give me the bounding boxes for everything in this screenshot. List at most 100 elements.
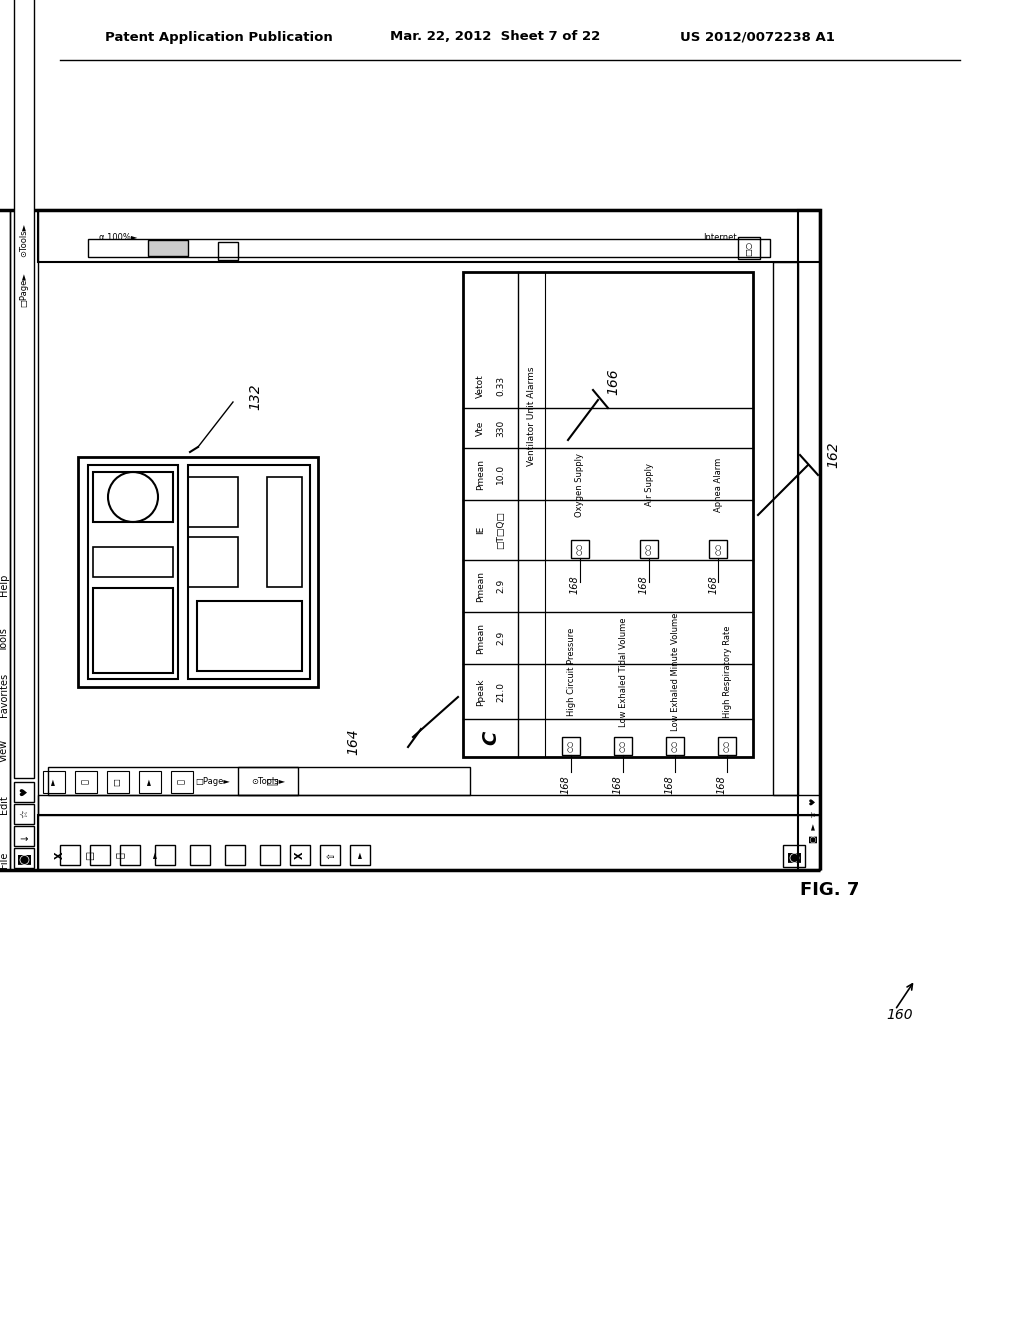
Text: C: C [481,731,500,744]
Bar [48,767,470,795]
Text: Tools: Tools [0,628,9,652]
Bar [43,771,65,793]
Text: Oxygen Supply: Oxygen Supply [575,453,584,517]
Bar [798,210,820,870]
Bar [14,804,34,824]
Bar [260,845,280,865]
Text: ⌖: ⌖ [176,780,185,784]
Text: 330: 330 [496,420,505,437]
Text: α 100%►: α 100%► [98,232,137,242]
Text: ►: ► [144,779,154,785]
Bar [267,477,302,587]
Text: Ventilator Unit Alarms: Ventilator Unit Alarms [527,366,537,466]
Bar [78,457,318,686]
Bar [171,771,193,793]
Bar [106,771,129,793]
Text: ►: ► [48,779,57,785]
Text: Edit: Edit [0,796,9,814]
Text: 168: 168 [569,576,580,594]
Bar [773,261,798,795]
Text: ⊙Tools►: ⊙Tools► [251,776,285,785]
Text: ⎙: ⎙ [266,777,280,785]
Bar [188,477,238,527]
Bar [562,737,580,755]
Text: 168: 168 [613,776,623,795]
Text: Pmean: Pmean [476,458,485,490]
Text: 168: 168 [561,776,571,795]
Text: 21.0: 21.0 [496,682,505,702]
Text: ◙  ►  ☆  ♥: ◙ ► ☆ ♥ [809,797,818,842]
Text: ○○: ○○ [577,543,583,556]
Text: US 2012/0072238 A1: US 2012/0072238 A1 [680,30,835,44]
Text: FIG. 7: FIG. 7 [801,880,860,899]
Text: ►: ► [355,851,365,858]
Text: 2.9: 2.9 [496,631,505,645]
Text: Pmean: Pmean [476,623,485,653]
Text: X: X [55,851,65,859]
Text: 164: 164 [346,729,360,755]
Bar [93,473,173,521]
Text: Pmean: Pmean [476,570,485,602]
Text: ⎙: ⎙ [81,780,89,784]
Text: □Page►: □Page► [196,776,230,785]
Bar [614,737,632,755]
Text: 160: 160 [887,1008,913,1022]
Text: 10.0: 10.0 [496,463,505,484]
Text: 168: 168 [709,576,718,594]
Bar [88,239,770,257]
Bar [666,737,684,755]
Text: ○○: ○○ [724,741,730,752]
Bar [197,601,302,671]
Bar [14,781,34,803]
Bar [14,826,34,846]
Bar [60,845,80,865]
Text: Ppeak: Ppeak [476,678,485,706]
Text: 168: 168 [639,576,649,594]
Bar [718,737,736,755]
Text: Vetot: Vetot [476,374,485,397]
Text: ⌕: ⌕ [115,853,125,858]
Bar [120,845,140,865]
Text: ○○: ○○ [672,741,678,752]
Text: Patent Application Publication: Patent Application Publication [105,30,333,44]
Text: Apnea Alarm: Apnea Alarm [714,458,723,512]
Text: 168: 168 [717,776,727,795]
Text: ►: ► [151,851,160,858]
Bar [93,546,173,577]
Text: ☆: ☆ [19,809,29,818]
Bar [139,771,161,793]
Text: ♥: ♥ [19,788,29,796]
Bar [90,845,110,865]
Text: □○: □○ [744,240,754,256]
Bar [0,210,10,870]
Text: ◙: ◙ [787,850,801,862]
Bar [225,845,245,865]
Text: 132: 132 [248,384,262,411]
Text: ○○: ○○ [620,741,626,752]
Text: Low Exhaled Tidal Volume: Low Exhaled Tidal Volume [618,618,628,727]
Text: 0.33: 0.33 [496,376,505,396]
Bar [38,210,820,261]
Bar [570,540,589,558]
Bar [14,847,34,869]
Text: ○○: ○○ [716,543,721,556]
Bar [38,814,820,870]
Text: Low Exhaled Minute Volume: Low Exhaled Minute Volume [671,612,680,731]
Bar [290,845,310,865]
Bar [188,537,238,587]
Text: ⇧: ⇧ [325,851,335,859]
Text: □Page►: □Page► [19,272,29,308]
Bar [38,795,820,814]
Text: Mar. 22, 2012  Sheet 7 of 22: Mar. 22, 2012 Sheet 7 of 22 [390,30,600,44]
Text: High Circuit Pressure: High Circuit Pressure [566,628,575,717]
Bar [319,845,340,865]
Text: ⊙Tools►: ⊙Tools► [19,223,29,257]
Bar [350,845,370,865]
Text: □T□Q□: □T□Q□ [496,511,505,549]
Text: ○○: ○○ [568,741,574,752]
Bar [148,240,188,256]
Text: X: X [295,851,305,859]
Text: 168: 168 [665,776,675,795]
Text: Favorites: Favorites [0,673,9,717]
Text: IE: IE [476,525,485,535]
